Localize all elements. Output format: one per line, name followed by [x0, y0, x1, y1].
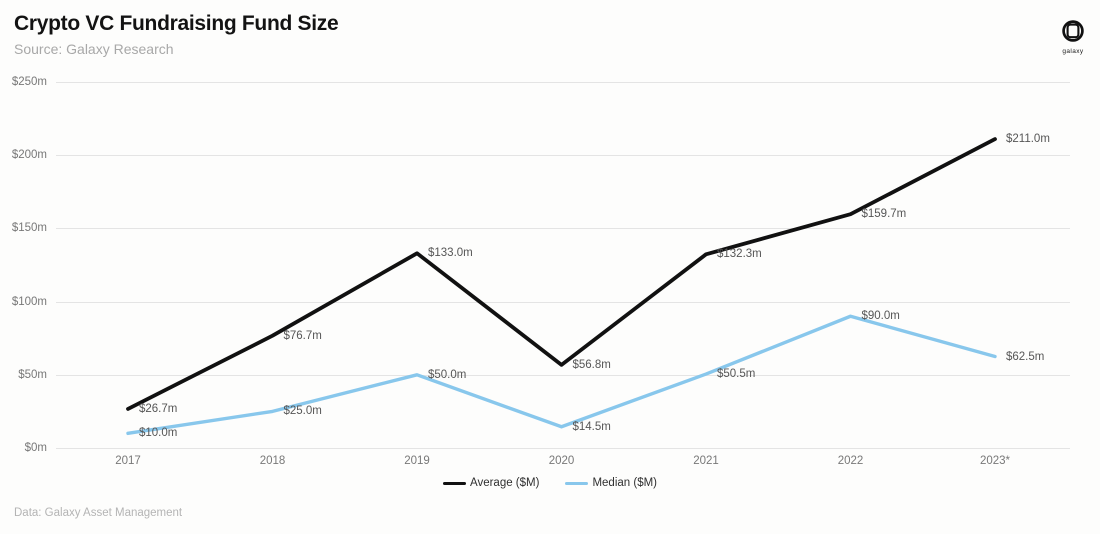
galaxy-logo-wordmark: galaxy [1062, 48, 1084, 55]
point-value-label: $25.0m [283, 405, 322, 418]
gridline [56, 228, 1070, 230]
x-tick-label: 2023* [979, 455, 1011, 467]
gridline [56, 448, 1070, 449]
data-credit: Data: Galaxy Asset Management [14, 507, 183, 519]
point-value-label: $50.5m [717, 368, 756, 381]
gridline [56, 374, 1070, 376]
source-subtitle: Source: Galaxy Research [14, 41, 174, 57]
legend-swatch [565, 481, 589, 485]
y-tick-label: $0m [24, 442, 47, 454]
point-value-label: $14.5m [572, 420, 611, 433]
legend-item: Median ($M) [565, 477, 657, 489]
x-tick-label: 2020 [548, 455, 575, 467]
point-value-label: $50.0m [428, 368, 467, 381]
chart-legend: Average ($M) Median ($M) [0, 477, 1100, 489]
legend-label: Median ($M) [592, 477, 658, 489]
gridline [56, 301, 1070, 303]
point-value-label: $56.8m [572, 358, 611, 371]
point-value-label: $26.7m [139, 402, 178, 415]
page-title: Crypto VC Fundraising Fund Size [14, 12, 339, 35]
x-tick-label: 2017 [115, 455, 141, 467]
point-value-label: $133.0m [428, 247, 473, 260]
point-value-label: $90.0m [861, 310, 900, 323]
x-tick-label: 2019 [404, 455, 430, 467]
point-value-label: $62.5m [1006, 350, 1045, 363]
legend-item: Average ($M) [442, 477, 540, 489]
galaxy-logo-icon [1062, 20, 1084, 42]
point-value-label: $10.0m [139, 427, 178, 440]
point-value-label: $211.0m [1006, 133, 1050, 146]
point-value-label: $76.7m [283, 329, 322, 342]
y-tick-label: $200m [11, 149, 47, 162]
legend-swatch [442, 481, 466, 485]
point-value-label: $159.7m [861, 208, 907, 221]
y-tick-label: $100m [11, 295, 47, 308]
gridline [56, 155, 1070, 157]
x-tick-label: 2022 [837, 455, 864, 467]
point-value-label: $132.3m [717, 248, 762, 261]
average-series-line [126, 137, 997, 411]
y-tick-label: $250m [11, 76, 47, 88]
gridline [56, 82, 1070, 83]
y-tick-label: $50m [18, 368, 47, 381]
galaxy-logo: galaxy [1055, 20, 1091, 55]
x-tick-label: 2018 [259, 455, 286, 467]
legend-label: Average ($M) [469, 477, 540, 489]
x-tick-label: 2021 [693, 455, 719, 467]
y-tick-label: $150m [11, 222, 47, 235]
